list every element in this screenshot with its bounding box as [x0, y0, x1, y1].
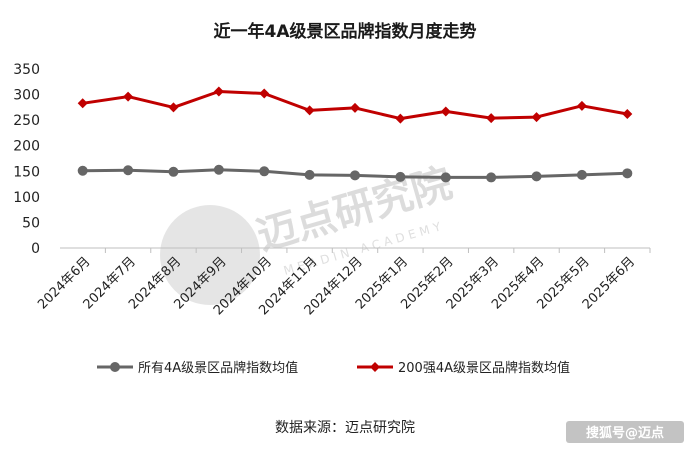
legend-marker-icon	[110, 362, 120, 372]
chart-title: 近一年4A级景区品牌指数月度走势	[214, 21, 477, 42]
data-point	[304, 105, 315, 116]
y-tick-label: 150	[13, 164, 40, 180]
data-point	[440, 106, 451, 117]
data-point	[486, 172, 497, 183]
legend-item-1: 所有4A级景区品牌指数均值	[97, 360, 298, 376]
data-point	[259, 88, 270, 99]
legend-label: 200强4A级景区品牌指数均值	[398, 360, 570, 376]
source-note: 数据来源：迈点研究院	[275, 420, 415, 436]
data-point	[486, 113, 497, 124]
corner-watermark-text: 搜狐号@迈点	[586, 425, 664, 441]
data-point	[77, 165, 88, 176]
y-tick-label: 100	[13, 190, 40, 206]
data-point	[576, 169, 587, 180]
data-point	[395, 171, 406, 182]
legend-item-2: 200强4A级景区品牌指数均值	[357, 360, 570, 376]
data-point	[622, 109, 633, 120]
legend: 所有4A级景区品牌指数均值 200强4A级景区品牌指数均值	[97, 360, 570, 376]
y-tick-label: 350	[13, 62, 40, 78]
data-point	[531, 171, 542, 182]
y-tick-label: 300	[13, 88, 40, 104]
y-tick-label: 0	[31, 241, 40, 257]
legend-marker-icon	[370, 362, 380, 372]
data-point	[168, 102, 179, 113]
y-tick-label: 50	[22, 215, 40, 231]
data-point	[213, 164, 224, 175]
data-point	[304, 169, 315, 180]
series-2	[77, 86, 633, 124]
y-axis: 0 50 100 150 200 250 300 350	[13, 62, 40, 257]
corner-watermark-bg	[566, 421, 684, 443]
y-tick-label: 200	[13, 139, 40, 155]
data-point	[622, 168, 633, 179]
data-point	[168, 166, 179, 177]
corner-watermark: 搜狐号@迈点	[566, 421, 684, 443]
data-point	[440, 172, 451, 183]
data-point	[123, 165, 134, 176]
data-point	[213, 86, 224, 97]
data-point	[259, 166, 270, 177]
data-point	[77, 98, 88, 109]
data-point	[350, 102, 360, 113]
data-point	[531, 112, 542, 123]
series-layer	[77, 86, 633, 183]
series-1	[77, 164, 633, 183]
data-point	[350, 170, 360, 181]
data-point	[395, 113, 406, 124]
watermark-logo-icon	[160, 205, 260, 305]
y-tick-label: 250	[13, 113, 40, 129]
data-point	[576, 100, 587, 111]
legend-label: 所有4A级景区品牌指数均值	[138, 360, 298, 376]
data-point	[123, 91, 134, 102]
